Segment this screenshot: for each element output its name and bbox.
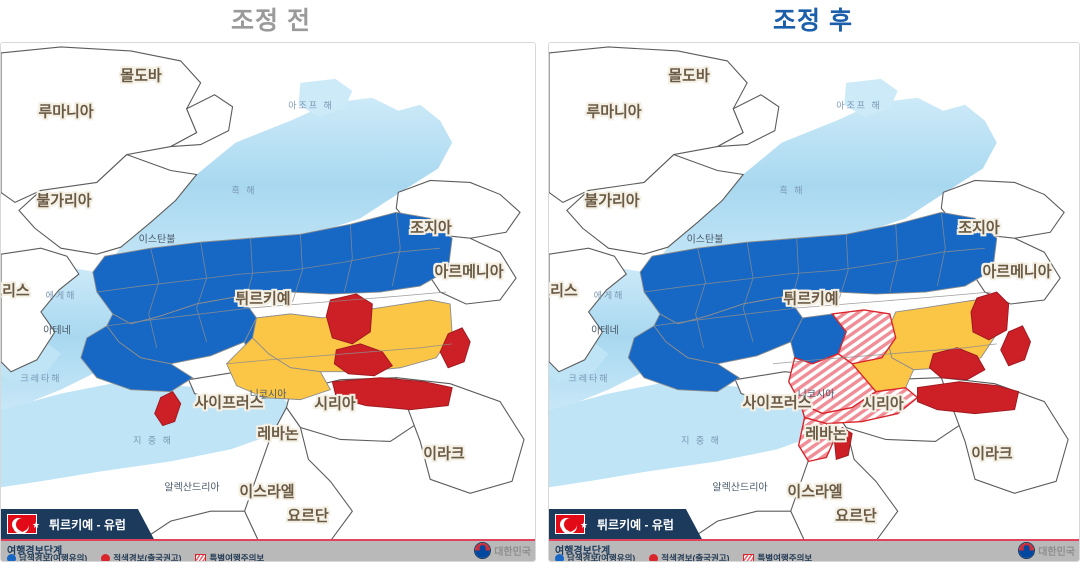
- panel-title-after: 조정 후: [542, 0, 1084, 42]
- legend-label: 적색경보(출국권고): [113, 553, 182, 562]
- red-dot-icon: [649, 554, 659, 561]
- map-frame-after[interactable]: 몰도바 루마니아 불가리아 조지아 아르메니아 그리스 튀르키예 사이프러스 시…: [548, 42, 1080, 562]
- map-frame-before[interactable]: 몰도바 루마니아 불가리아 조지아 아르메니아 그리스 튀르키예 사이프러스 시…: [0, 42, 536, 562]
- map-graphic-after: [549, 43, 1079, 561]
- legend-item-blue: 남색경보(여행유의): [7, 554, 87, 561]
- legend-label: 특별여행주의보: [209, 553, 265, 562]
- legend-item-hatch: 특별여행주의보: [743, 554, 812, 561]
- korea-government-taegeuk-icon: [1018, 542, 1036, 559]
- legend-item-red: 적색경보(출국권고): [101, 554, 181, 561]
- legend-label: 특별여행주의보: [757, 553, 813, 562]
- turkey-flag-icon: ★: [7, 514, 37, 534]
- map-graphic-before: [1, 43, 535, 561]
- korea-government-emblem: 대한민국: [1018, 542, 1075, 559]
- banner-country-label: 튀르키예 - 유럽: [49, 517, 126, 532]
- legend-items: 남색경보(여행유의) 적색경보(출국권고) 특별여행주의보: [555, 554, 812, 561]
- country-banner: ★ 튀르키예 - 유럽: [1, 509, 154, 539]
- blue-dot-icon: [555, 554, 564, 561]
- turkey-flag-icon: ★: [555, 514, 585, 534]
- legend-items: 남색경보(여행유의) 적색경보(출국권고) 특별여행주의보: [7, 554, 264, 561]
- emblem-label: 대한민국: [1038, 547, 1075, 558]
- pink-hatch-icon: [195, 554, 207, 561]
- panel-before: 조정 전: [0, 0, 542, 562]
- korea-government-emblem: 대한민국: [474, 542, 531, 559]
- legend-label: 적색경보(출국권고): [661, 553, 730, 562]
- legend-label: 남색경보(여행유의): [19, 553, 88, 562]
- legend-label: 남색경보(여행유의): [567, 553, 636, 562]
- panel-title-before: 조정 전: [0, 0, 542, 42]
- legend-bar: 여행경보단계 남색경보(여행유의) 적색경보(출국권고) 특별여행주의보: [549, 539, 1079, 561]
- legend-item-blue: 남색경보(여행유의): [555, 554, 635, 561]
- emblem-label: 대한민국: [494, 547, 531, 558]
- pink-hatch-icon: [743, 554, 755, 561]
- panel-after: 조정 후: [542, 0, 1084, 562]
- legend-item-hatch: 특별여행주의보: [195, 554, 264, 561]
- legend-bar: 여행경보단계 남색경보(여행유의) 적색경보(출국권고) 특별여행주의보: [1, 539, 535, 561]
- banner-country-label: 튀르키예 - 유럽: [597, 517, 674, 532]
- legend-title: 여행경보단계: [7, 546, 63, 557]
- red-dot-icon: [101, 554, 111, 561]
- korea-government-taegeuk-icon: [474, 542, 492, 559]
- legend-item-red: 적색경보(출국권고): [649, 554, 729, 561]
- blue-dot-icon: [7, 554, 16, 561]
- legend-title: 여행경보단계: [555, 546, 611, 557]
- country-banner: ★ 튀르키예 - 유럽: [549, 509, 702, 539]
